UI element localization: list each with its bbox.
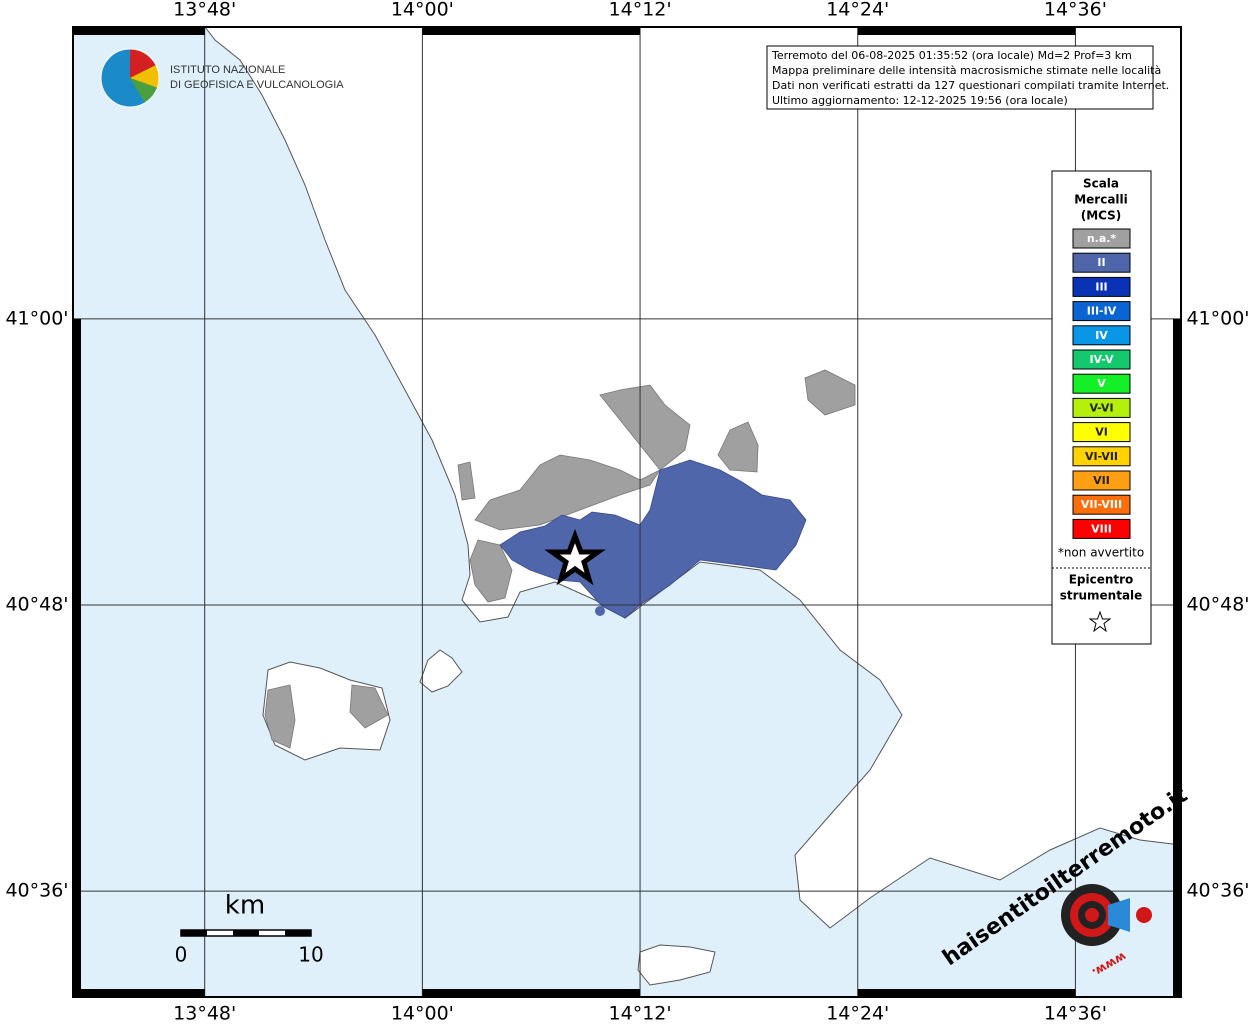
- lat-label: 40°36': [5, 880, 68, 902]
- lon-label: 13°48': [173, 1003, 236, 1025]
- frame-bar: [422, 27, 641, 35]
- legend-label: III-IV: [1087, 305, 1117, 318]
- lon-label: 14°00': [391, 1003, 454, 1025]
- legend-swatch: [1072, 470, 1131, 491]
- legend-swatch: [1072, 397, 1131, 418]
- scale-label: 0: [175, 943, 188, 967]
- lon-label: 14°00': [391, 0, 454, 21]
- lat-label: 40°48': [5, 593, 68, 615]
- legend-swatch: [1072, 276, 1131, 297]
- legend-label: V: [1097, 377, 1106, 390]
- info-line: Mappa preliminare delle intensità macros…: [772, 64, 1161, 77]
- legend-label: V-VI: [1089, 401, 1113, 414]
- info-line: Ultimo aggiornamento: 12-12-2025 19:56 (…: [772, 94, 1068, 107]
- frame-bars: [73, 27, 1181, 997]
- lon-label: 14°12': [609, 1003, 672, 1025]
- lat-label: 41°00': [1186, 307, 1249, 329]
- felt-area-ii: [499, 459, 807, 619]
- legend-epicentre: strumentale: [1060, 589, 1143, 603]
- legend-swatch: [1072, 252, 1131, 273]
- logo: ISTITUTO NAZIONALE DI GEOFISICA E VULCAN…: [100, 48, 344, 108]
- epicentre-star: [544, 528, 606, 586]
- lon-label: 14°24': [826, 1003, 889, 1025]
- legend-note: *non avvertito: [1058, 546, 1144, 560]
- felt-area-ii: [595, 606, 605, 616]
- graticule: [73, 27, 1181, 997]
- lat-label: 40°48': [1186, 593, 1249, 615]
- info-line: Dati non verificati estratti da 127 ques…: [772, 79, 1169, 92]
- info-line: Terremoto del 06-08-2025 01:35:52 (ora l…: [771, 49, 1132, 62]
- legend-star: [1088, 610, 1112, 633]
- lon-label: 14°12': [609, 0, 672, 21]
- legend-label: VI: [1095, 426, 1108, 439]
- legend-title: Scala: [1083, 177, 1119, 191]
- frame-bar: [857, 27, 1076, 35]
- legend-epicentre: Epicentro: [1069, 573, 1134, 587]
- frame-bar: [1173, 318, 1181, 997]
- lat-label: 40°36': [1186, 880, 1249, 902]
- legend-swatch: [1072, 373, 1131, 394]
- legend-swatch: [1072, 325, 1131, 346]
- legend-title: Mercalli: [1074, 193, 1128, 207]
- legend-label: VI-VII: [1085, 450, 1118, 463]
- lat-label: 41°00': [5, 307, 68, 329]
- lon-label: 14°36': [1044, 0, 1107, 21]
- frame-bar: [857, 989, 1076, 997]
- scale-label: 10: [298, 943, 323, 967]
- logo-text: DI GEOFISICA E VULCANOLOGIA: [170, 79, 344, 91]
- legend-label: n.a.*: [1087, 232, 1117, 245]
- scale-bar: km 0 10: [175, 891, 324, 967]
- legend-swatch: [1072, 446, 1131, 467]
- capri: [637, 944, 716, 986]
- legend-label: VII: [1093, 474, 1110, 487]
- frame-bar: [73, 318, 81, 997]
- legend-label: III: [1095, 280, 1107, 293]
- legend-label: VIII: [1091, 522, 1112, 535]
- frame-bar: [422, 989, 641, 997]
- lon-label: 14°24': [826, 0, 889, 21]
- frame-bar: [73, 27, 205, 35]
- legend-swatch: [1072, 228, 1131, 249]
- unfelt-areas: [264, 369, 856, 749]
- legend-swatch: [1072, 301, 1131, 322]
- legend-swatch: [1072, 518, 1131, 539]
- legend-label: IV-V: [1089, 353, 1114, 366]
- legend-swatch: [1072, 349, 1131, 370]
- scale-unit: km: [225, 891, 265, 921]
- legend: *non avvertito Epicentro strumentale Sca…: [1051, 170, 1152, 645]
- legend-label: II: [1097, 256, 1105, 269]
- legend-swatch: [1072, 422, 1131, 443]
- info-box: Terremoto del 06-08-2025 01:35:52 (ora l…: [766, 45, 1169, 110]
- frame-bar: [73, 989, 205, 997]
- legend-title: (MCS): [1081, 209, 1122, 223]
- legend-swatch: [1072, 494, 1131, 515]
- lon-label: 14°36': [1044, 1003, 1107, 1025]
- legend-label: VII-VIII: [1081, 498, 1122, 511]
- logo-text: ISTITUTO NAZIONALE: [170, 64, 285, 76]
- legend-label: IV: [1095, 329, 1108, 342]
- lon-label: 13°48': [173, 0, 236, 21]
